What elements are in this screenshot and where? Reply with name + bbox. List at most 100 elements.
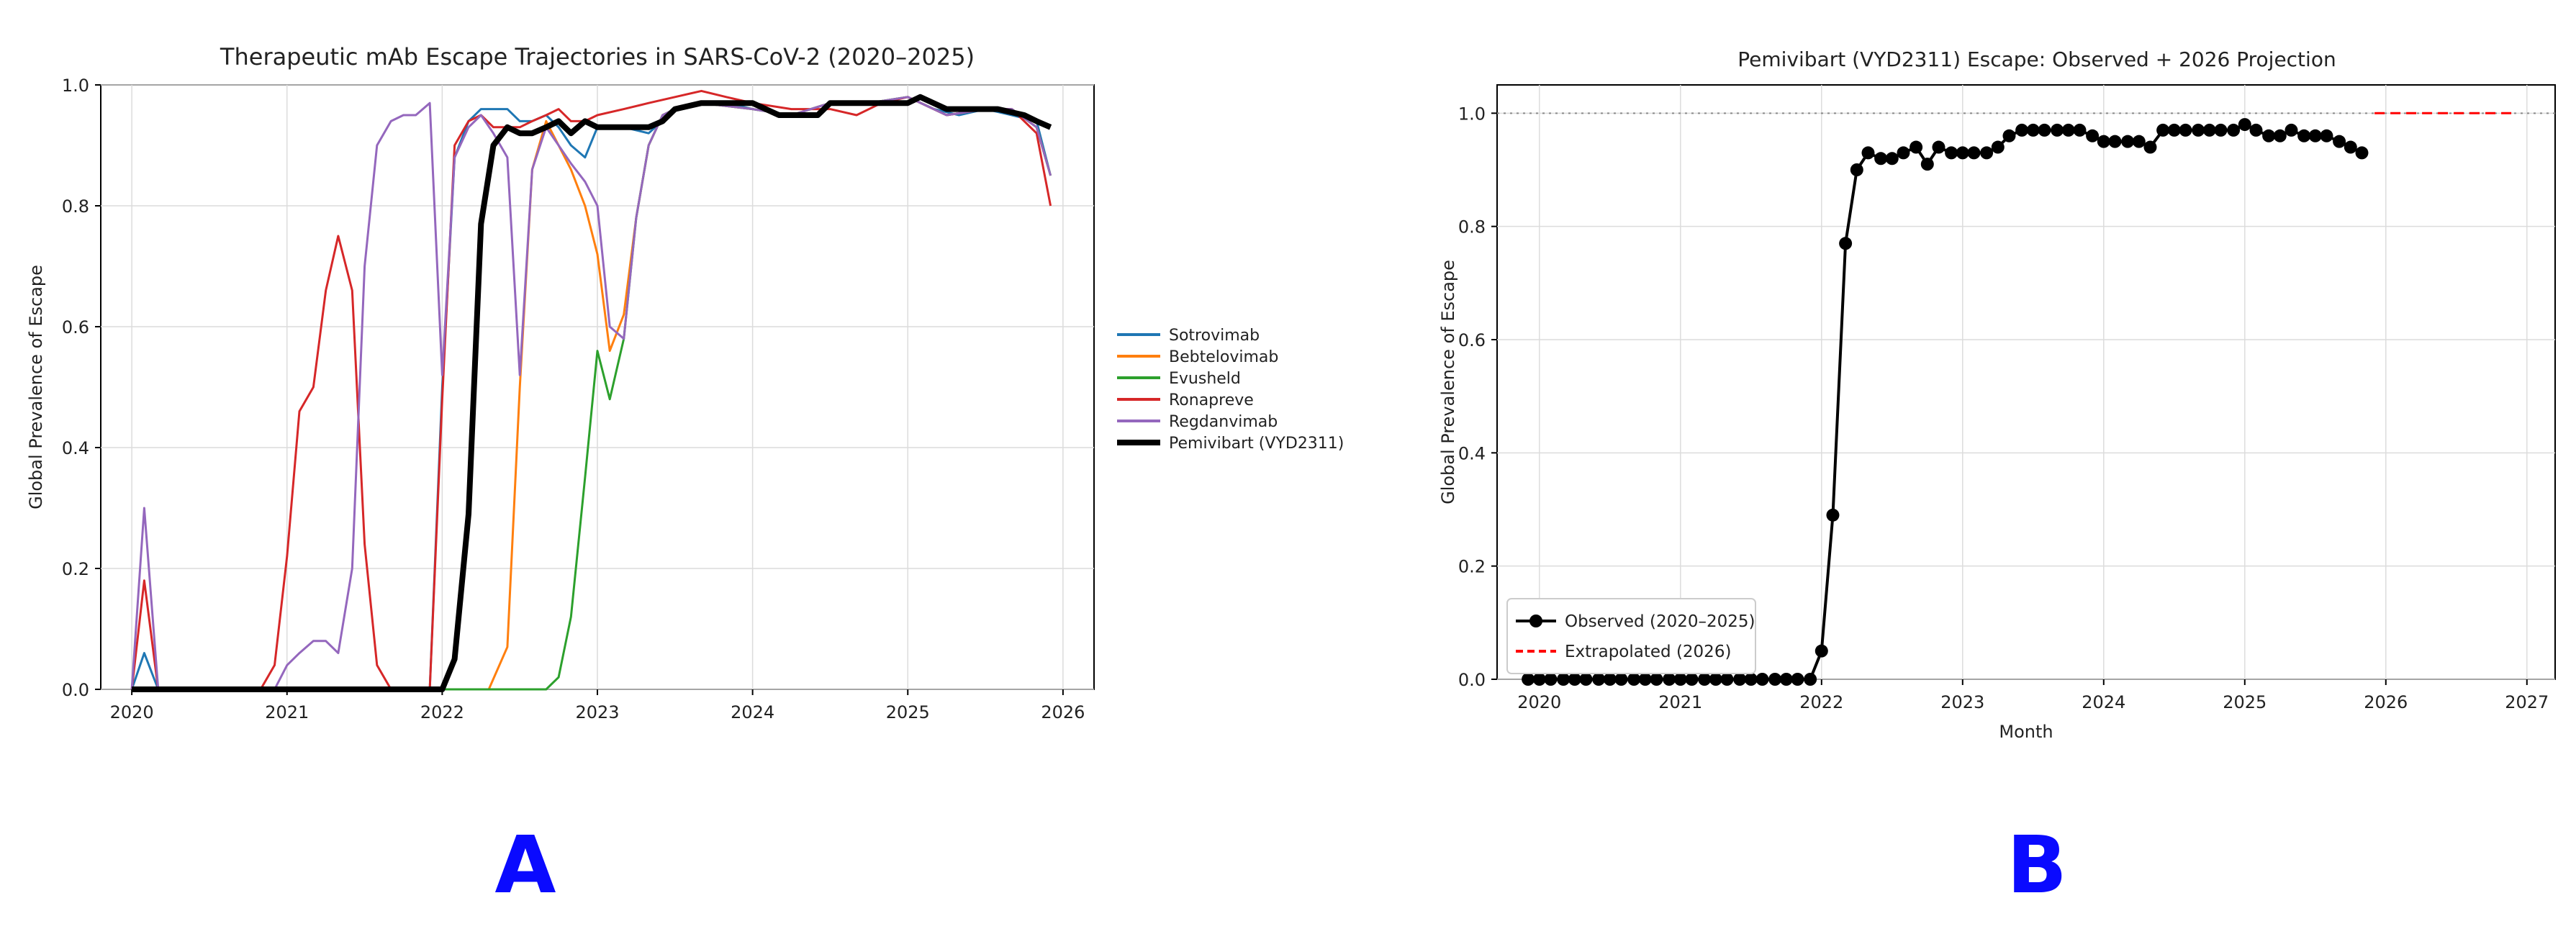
- data-point: [1956, 146, 1969, 160]
- data-point: [1638, 673, 1652, 686]
- data-point: [1685, 673, 1699, 686]
- data-point: [1804, 673, 1817, 686]
- x-tick-label: 2023: [1940, 692, 1984, 712]
- data-point: [2344, 140, 2357, 154]
- data-point: [1932, 140, 1945, 154]
- data-point: [1945, 146, 1958, 160]
- chart-panel-a: Therapeutic mAb Escape Trajectories in S…: [26, 43, 1344, 911]
- data-point: [2002, 129, 2016, 142]
- data-point: [2333, 135, 2346, 148]
- data-point: [1544, 673, 1558, 686]
- y-tick-label: 0.0: [62, 680, 89, 700]
- chart-b-xlabel: Month: [1999, 722, 2053, 742]
- legend-frame: [1506, 598, 1756, 674]
- data-point: [2284, 123, 2298, 137]
- chart-b-ylabel: Global Prevalence of Escape: [1438, 260, 1458, 504]
- data-point: [2192, 123, 2205, 137]
- chart-a-title: Therapeutic mAb Escape Trajectories in S…: [220, 43, 975, 71]
- data-point: [2038, 123, 2051, 137]
- data-point: [2273, 129, 2287, 142]
- data-point: [2167, 123, 2181, 137]
- chart-b-plot-area: [1496, 84, 2556, 680]
- y-tick-label: 0.4: [1458, 443, 1486, 463]
- data-point: [2238, 118, 2251, 132]
- x-tick-label: 2020: [1517, 692, 1561, 712]
- data-point: [2132, 135, 2146, 148]
- data-point: [2156, 123, 2170, 137]
- chart-b-title: Pemivibart (VYD2311) Escape: Observed + …: [1737, 47, 2336, 71]
- data-point: [2320, 129, 2333, 142]
- x-tick-label: 2025: [2223, 692, 2267, 712]
- x-tick-label: 2024: [731, 702, 774, 722]
- y-tick-label: 1.0: [1458, 104, 1486, 124]
- data-point: [1755, 673, 1769, 686]
- data-point: [2086, 129, 2100, 142]
- data-point: [1874, 152, 1888, 166]
- data-point: [2355, 146, 2369, 160]
- data-point: [1627, 673, 1641, 686]
- x-tick-label: 2022: [420, 702, 464, 722]
- panel-label-a: A: [494, 819, 556, 911]
- y-tick-label: 0.4: [62, 438, 89, 458]
- legend-label: Evusheld: [1169, 370, 1241, 388]
- chart-panel-b: Pemivibart (VYD2311) Escape: Observed + …: [1438, 47, 2556, 911]
- data-point: [2061, 123, 2075, 137]
- data-point: [1768, 673, 1782, 686]
- x-tick-label: 2024: [2082, 692, 2125, 712]
- series-line-4: [130, 89, 1052, 691]
- legend-label: Pemivibart (VYD2311): [1169, 435, 1344, 453]
- legend-marker: [1529, 615, 1542, 627]
- panel-label-b: B: [2007, 819, 2067, 911]
- data-point: [1839, 237, 1853, 250]
- data-point: [1614, 673, 1628, 686]
- legend-label: Extrapolated (2026): [1565, 643, 1731, 661]
- x-tick-label: 2026: [2364, 692, 2408, 712]
- data-point: [1522, 673, 1535, 686]
- x-tick-label: 2026: [1041, 702, 1085, 722]
- legend-label: Regdanvimab: [1169, 413, 1278, 431]
- legend-label: Ronapreve: [1169, 391, 1254, 409]
- data-point: [1557, 673, 1571, 686]
- data-point: [2143, 140, 2157, 154]
- y-tick-label: 1.0: [62, 76, 89, 96]
- data-point: [1861, 146, 1875, 160]
- y-tick-label: 0.8: [62, 196, 89, 217]
- data-point: [1910, 140, 1923, 154]
- x-tick-label: 2020: [110, 702, 154, 722]
- chart-b-legend: Observed (2020–2025) Extrapolated (2026): [1506, 598, 1756, 674]
- x-tick-label: 2023: [575, 702, 619, 722]
- chart-a-ticks: 2020 2021 2022 2023 2024 2025 2026 0.0 0.2 0.4 0.6…: [62, 76, 1085, 722]
- data-point: [2073, 123, 2087, 137]
- data-point: [2026, 123, 2040, 137]
- data-point: [1532, 673, 1546, 686]
- data-point: [1579, 673, 1593, 686]
- data-point: [2214, 123, 2228, 137]
- data-point: [1603, 673, 1617, 686]
- data-point: [1920, 158, 1934, 171]
- y-tick-label: 0.2: [62, 559, 89, 579]
- data-point: [1991, 140, 2005, 154]
- data-point: [1720, 673, 1734, 686]
- data-point: [1592, 673, 1606, 686]
- data-point: [1850, 163, 1863, 176]
- data-point: [2179, 123, 2192, 137]
- chart-a-ylabel: Global Prevalence of Escape: [26, 265, 46, 509]
- data-point: [2015, 123, 2029, 137]
- data-point: [1791, 673, 1804, 686]
- data-point: [1897, 146, 1910, 160]
- data-point: [1885, 152, 1899, 166]
- y-tick-label: 0.8: [1458, 217, 1486, 237]
- data-point: [1744, 673, 1758, 686]
- x-tick-label: 2025: [886, 702, 930, 722]
- data-point: [1568, 673, 1581, 686]
- data-point: [1967, 146, 1981, 160]
- series-line-5: [130, 96, 1052, 691]
- data-point: [1698, 673, 1712, 686]
- data-point: [2249, 123, 2263, 137]
- x-tick-label: 2022: [1799, 692, 1843, 712]
- y-tick-label: 0.6: [1458, 330, 1486, 350]
- legend-label: Bebtelovimab: [1169, 348, 1278, 366]
- y-tick-label: 0.2: [1458, 557, 1486, 577]
- y-tick-label: 0.0: [1458, 670, 1486, 690]
